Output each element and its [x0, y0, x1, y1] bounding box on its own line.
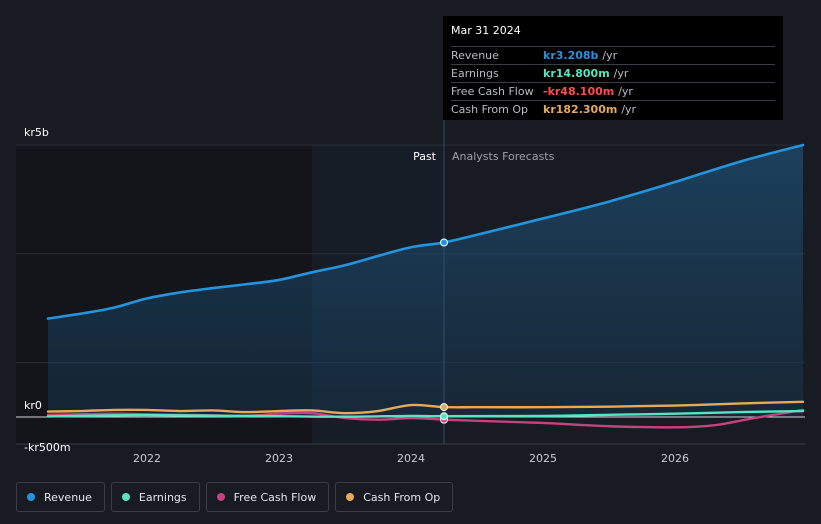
series-line-revenue — [46, 143, 805, 320]
legend-label: Revenue — [44, 490, 92, 504]
legend-dot-icon — [121, 493, 130, 501]
legend: Revenue Earnings Free Cash Flow Cash Fro… — [16, 482, 454, 512]
series-lines — [46, 143, 805, 429]
x-tick-label: 2026 — [661, 452, 689, 465]
tooltip-unit: /yr — [613, 67, 629, 80]
legend-item-revenue[interactable]: Revenue — [16, 482, 105, 512]
series-line-earnings — [46, 409, 805, 418]
tooltip-value: kr182.300m — [543, 103, 618, 116]
y-axis-ticks: kr5b kr0 -kr500m — [24, 126, 71, 454]
tooltip-date: Mar 31 2024 — [451, 24, 521, 37]
tooltip-unit: /yr — [602, 49, 618, 62]
legend-item-cash-from-op[interactable]: Cash From Op — [335, 482, 454, 512]
y-tick-label: -kr500m — [24, 441, 71, 454]
tooltip-row-earnings: Earnings kr14.800m /yr — [451, 64, 775, 82]
tooltip-value: -kr48.100m — [543, 85, 615, 98]
legend-item-earnings[interactable]: Earnings — [110, 482, 200, 512]
tooltip-label: Revenue — [451, 49, 499, 62]
past-label: Past — [413, 150, 437, 163]
tooltip-label: Cash From Op — [451, 103, 529, 116]
series-line-cash-from-op — [46, 400, 805, 415]
legend-dot-icon — [216, 493, 225, 501]
x-tick-label: 2023 — [265, 452, 293, 465]
x-tick-label: 2025 — [529, 452, 557, 465]
forecast-label: Analysts Forecasts — [452, 150, 555, 163]
tooltip-value: kr3.208b — [543, 49, 599, 62]
tooltip-unit: /yr — [618, 85, 633, 98]
tooltip-label: Free Cash Flow — [451, 85, 534, 98]
tooltip-row-free-cash-flow: Free Cash Flow -kr48.100m /yr — [451, 82, 775, 100]
y-tick-label: kr0 — [24, 399, 42, 412]
legend-label: Free Cash Flow — [233, 490, 317, 504]
x-axis-ticks: 2022 2023 2024 2025 2026 — [133, 452, 689, 465]
legend-dot-icon — [27, 493, 35, 501]
legend-item-free-cash-flow[interactable]: Free Cash Flow — [205, 482, 330, 512]
series-areas — [48, 145, 804, 417]
tooltip-value: kr14.800m — [543, 67, 610, 80]
legend-dot-icon — [346, 493, 355, 501]
marker-earnings — [440, 412, 448, 421]
x-tick-label: 2022 — [133, 452, 161, 465]
x-tick-label: 2024 — [397, 452, 425, 465]
tooltip-row-revenue: Revenue kr3.208b /yr — [451, 46, 775, 64]
y-tick-label: kr5b — [24, 126, 49, 139]
tooltip-label: Earnings — [451, 67, 499, 80]
legend-label: Cash From Op — [363, 490, 441, 504]
tooltip-unit: /yr — [621, 103, 637, 116]
tooltip-row-cash-from-op: Cash From Op kr182.300m /yr — [451, 100, 775, 118]
legend-label: Earnings — [138, 490, 187, 504]
marker-cash-from-op — [440, 403, 448, 412]
current-markers — [440, 238, 448, 424]
tooltip: Mar 31 2024 Revenue kr3.208b /yr Earning… — [443, 16, 783, 120]
series-area-revenue — [48, 145, 804, 417]
marker-revenue — [440, 238, 448, 247]
